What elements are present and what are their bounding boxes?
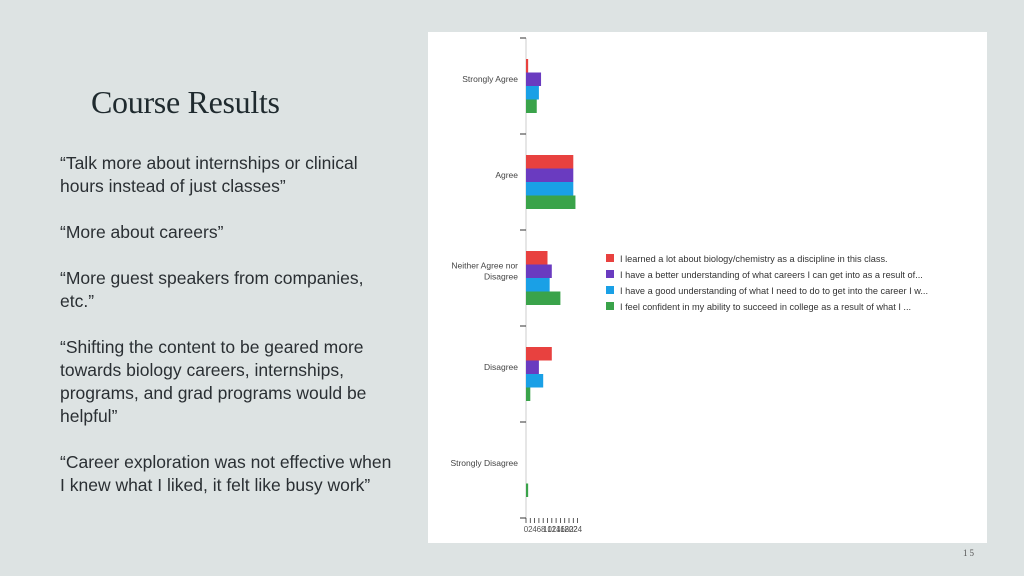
category-label-agree: Agree <box>495 170 518 180</box>
legend-swatch-4 <box>606 302 614 310</box>
legend-swatch-3 <box>606 286 614 294</box>
survey-bar-chart: Strongly Agree Agree Neither Agree nor Disa… <box>450 37 928 534</box>
quote-4: “Shifting the content to be geared more … <box>60 337 367 426</box>
x-tick-label-22: 22 <box>569 525 578 534</box>
bar-neither-agree-nor-disagree-series-3 <box>526 278 550 292</box>
quote-5: “Career exploration was not effective wh… <box>60 452 392 495</box>
legend-swatch-2 <box>606 270 614 278</box>
x-tick-label-0: 0 <box>524 525 529 534</box>
x-tick-label-4: 4 <box>532 525 537 534</box>
bar-strongly-agree-series-4 <box>526 99 537 113</box>
chart-panel: Strongly Agree Agree Neither Agree nor Disa… <box>428 32 987 543</box>
category-label-disagree: Disagree <box>484 362 518 372</box>
bar-strongly-agree-series-3 <box>526 86 539 100</box>
legend-swatch-1 <box>606 254 614 262</box>
bar-disagree-series-3 <box>526 374 544 388</box>
category-label-strongly-disagree: Strongly Disagree <box>450 458 518 468</box>
bar-agree-series-2 <box>526 168 574 182</box>
category-label-neither-agree-nor-disagree: Neither Agree nor Disagree <box>451 261 518 282</box>
quote-2: “More about careers” <box>60 222 224 242</box>
bar-neither-agree-nor-disagree-series-2 <box>526 264 552 278</box>
bar-strongly-disagree-series-4 <box>526 483 529 497</box>
x-tick-label-2: 2 <box>528 525 533 534</box>
slide-title: Course Results <box>91 84 280 120</box>
bar-strongly-agree-series-2 <box>526 72 542 86</box>
page-number: 15 <box>963 548 976 558</box>
x-tick-label-14: 14 <box>552 525 561 534</box>
legend-label-4: I feel confident in my ability to succee… <box>620 302 911 312</box>
category-label-strongly-agree: Strongly Agree <box>462 74 518 84</box>
quotes-list: “Talk more about internships or clinical… <box>60 152 400 520</box>
legend-label-3: I have a good understanding of what I ne… <box>620 286 928 296</box>
x-tick-label-20: 20 <box>565 525 574 534</box>
x-tick-label-18: 18 <box>560 525 569 534</box>
bar-disagree-series-2 <box>526 360 539 374</box>
bar-agree-series-3 <box>526 182 574 196</box>
quote-1: “Talk more about internships or clinical… <box>60 153 358 196</box>
bar-agree-series-1 <box>526 155 574 169</box>
x-tick-label-12: 12 <box>547 525 556 534</box>
bar-neither-agree-nor-disagree-series-4 <box>526 291 561 305</box>
x-tick-label-8: 8 <box>541 525 546 534</box>
bar-disagree-series-4 <box>526 387 531 401</box>
x-tick-label-10: 10 <box>543 525 552 534</box>
x-tick-label-6: 6 <box>537 525 542 534</box>
bar-neither-agree-nor-disagree-series-1 <box>526 251 548 265</box>
quote-3: “More guest speakers from companies, etc… <box>60 268 364 311</box>
legend-label-2: I have a better understanding of what ca… <box>620 270 923 280</box>
x-tick-label-16: 16 <box>556 525 565 534</box>
x-tick-label-24: 24 <box>573 525 582 534</box>
bar-agree-series-4 <box>526 195 576 209</box>
bar-strongly-agree-series-1 <box>526 59 529 73</box>
legend-label-1: I learned a lot about biology/chemistry … <box>620 254 888 264</box>
bar-disagree-series-1 <box>526 347 552 361</box>
